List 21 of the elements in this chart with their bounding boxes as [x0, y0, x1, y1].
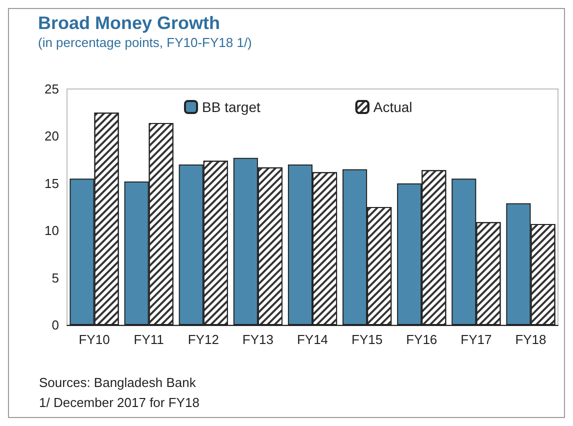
x-tick-label: FY12: [188, 332, 219, 347]
x-tick-label: FY13: [242, 332, 274, 347]
y-tick-label: 15: [44, 176, 59, 191]
y-tick-label: 5: [52, 270, 59, 286]
legend-label: BB target: [202, 99, 260, 115]
y-tick-label: 0: [52, 318, 59, 332]
y-tick-label: 10: [44, 223, 59, 238]
x-tick-label: FY10: [78, 332, 110, 347]
x-tick-label: FY18: [515, 332, 546, 347]
y-tick-label: 20: [44, 128, 59, 144]
x-tick-label: FY16: [406, 332, 438, 347]
legend-label: Actual: [373, 99, 412, 115]
y-tick-label: 25: [44, 82, 59, 96]
x-tick-label: FY15: [352, 332, 383, 347]
source-note: Sources: Bangladesh Bank: [39, 375, 196, 390]
chart-title: Broad Money Growth: [38, 13, 220, 33]
x-tick-label: FY17: [460, 332, 492, 347]
text: 1/ December 2017 for FY18: [39, 395, 200, 410]
x-tick-label: FY14: [296, 332, 328, 347]
x-tick-label: FY11: [134, 332, 164, 347]
chart-subtitle: (in percentage points, FY10-FY18 1/): [38, 35, 252, 50]
